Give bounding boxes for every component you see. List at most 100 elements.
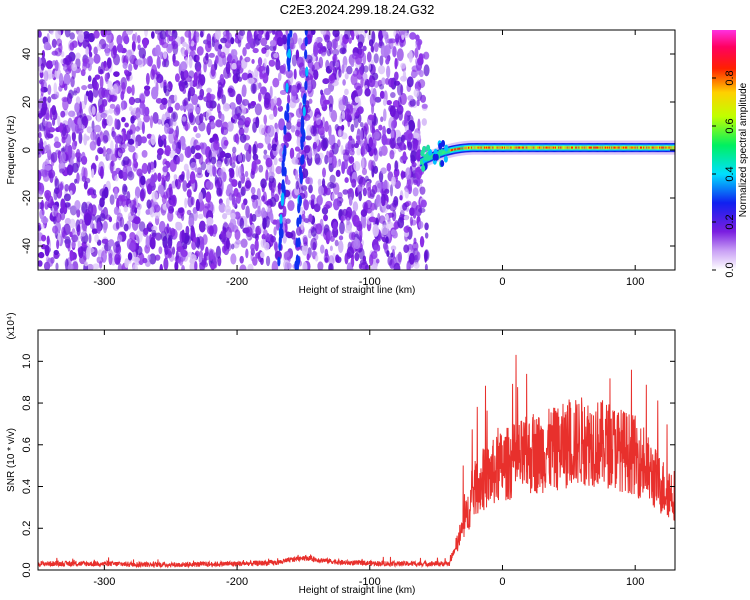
spectrogram-cell [182,41,188,47]
spectrogram-cell [38,251,45,259]
spectrogram-cell [410,71,418,78]
spectrogram-cell [167,245,173,256]
spectrogram-cell [339,47,347,55]
spectrogram-cell [234,106,242,117]
spectrogram-cell [47,84,52,96]
spectrogram-cell [172,30,176,34]
spectrogram-streak-cell [277,256,281,267]
spectrogram-cell [259,86,267,95]
spectrogram-cell [215,30,221,40]
spectrogram-cell [235,239,242,245]
spectrogram-cell [256,142,264,149]
spectrogram-cell [263,124,268,137]
spectrogram-cell [341,124,345,131]
snr-y-label: SNR (10 * v/v) [6,428,17,492]
spectrogram-cell [267,171,275,179]
spectrogram-cell [64,183,70,192]
spectrogram-cell [121,116,126,123]
spectrogram-cell [107,135,111,142]
spectrogram-cell [108,239,115,247]
spectrogram-cell [231,151,237,164]
spectrogram-cell [47,169,56,179]
spectrogram-cell [418,221,424,229]
spectrogram-cell [335,61,340,68]
spectrogram-cell [63,73,71,86]
spectrogram-cell [161,194,167,205]
spectrogram-cell [137,34,141,44]
spectrogram-cell [239,255,244,264]
spectrogram-cell [134,186,141,199]
spectrogram-cell [244,170,249,178]
spectrogram-cell [372,224,379,237]
spectrogram-cell [59,168,65,174]
spectrogram-cell [119,216,125,228]
spectrogram-streak-cell [286,111,290,122]
spectrogram-cell [406,76,414,88]
spectrogram-cell [38,260,43,267]
spectrogram-cell [424,263,428,270]
spectrogram-cell [102,134,109,144]
spectrogram-cell [114,118,118,130]
spectrogram-cell [369,254,374,266]
spectrogram-cell [54,47,62,57]
spectrogram-cell [270,235,276,243]
spectrogram-cell [307,80,312,92]
spectrogram-cell [384,188,390,194]
spectrogram-cell [85,46,90,56]
spectrogram-cell [64,54,72,66]
spectrogram-cell [301,244,309,256]
spectrogram-cell [314,153,321,165]
spectrogram-cell [234,229,241,241]
spectrogram-cell [175,221,183,231]
spectrogram-cell [123,223,129,232]
spectrogram-cell [163,138,167,149]
spectrogram-cell [142,37,148,49]
snr-x-tick-label: 100 [626,576,644,588]
spectrogram-cell [87,83,94,89]
spectrogram-cell [383,108,387,122]
spectrogram-cell [82,58,90,64]
spectrogram-cell [220,113,225,123]
spectrogram-cell [368,159,374,171]
spectrogram-cell [163,179,167,191]
spectrogram-cell [197,213,204,219]
spectrogram-cell [302,261,308,270]
spectrogram-cell [99,213,106,222]
spectrogram-cell [149,236,156,250]
spectrogram-cell [308,213,313,223]
spectrogram-cell [398,110,403,121]
spectrogram-cell [75,52,81,59]
spectrogram-cell [379,90,385,99]
spectrogram-cell [356,184,363,195]
spectrogram-cell [189,254,197,263]
spectrogram-cell [237,180,242,189]
spectrogram-cell [331,155,337,169]
spectrogram-cell [251,194,259,200]
spectrogram-cell [410,150,418,162]
spectrogram-cell [85,63,91,69]
spectrogram-cell [51,38,57,48]
figure-title: C2E3.2024.299.18.24.G32 [280,2,435,17]
spectrogram-cell [379,55,384,66]
spectrogram-cell [260,178,267,189]
spectrogram-cell [259,257,264,265]
spectrogram-cell [122,62,128,70]
spectrogram-cell [129,106,133,112]
spectrogram-cell [84,212,92,226]
spectrogram-cell [243,216,248,227]
spectrogram-cell [46,235,50,246]
spectrogram-cell [359,227,363,241]
spectrogram-cell [64,30,71,38]
spectrogram-cell [260,251,265,259]
spectrogram-cell [39,137,44,151]
spectrogram-cell [357,113,362,124]
spectrogram-cell [225,208,232,216]
spectrogram-cell [389,137,396,149]
spectrogram-cell [205,191,212,203]
spectrogram-cell [136,168,143,177]
spectrogram-cell [40,63,45,71]
spectrogram-cell [188,55,193,69]
spectrogram-cell [76,208,81,218]
spectrogram-cell [255,227,262,235]
spectrogram-cell [416,99,420,107]
